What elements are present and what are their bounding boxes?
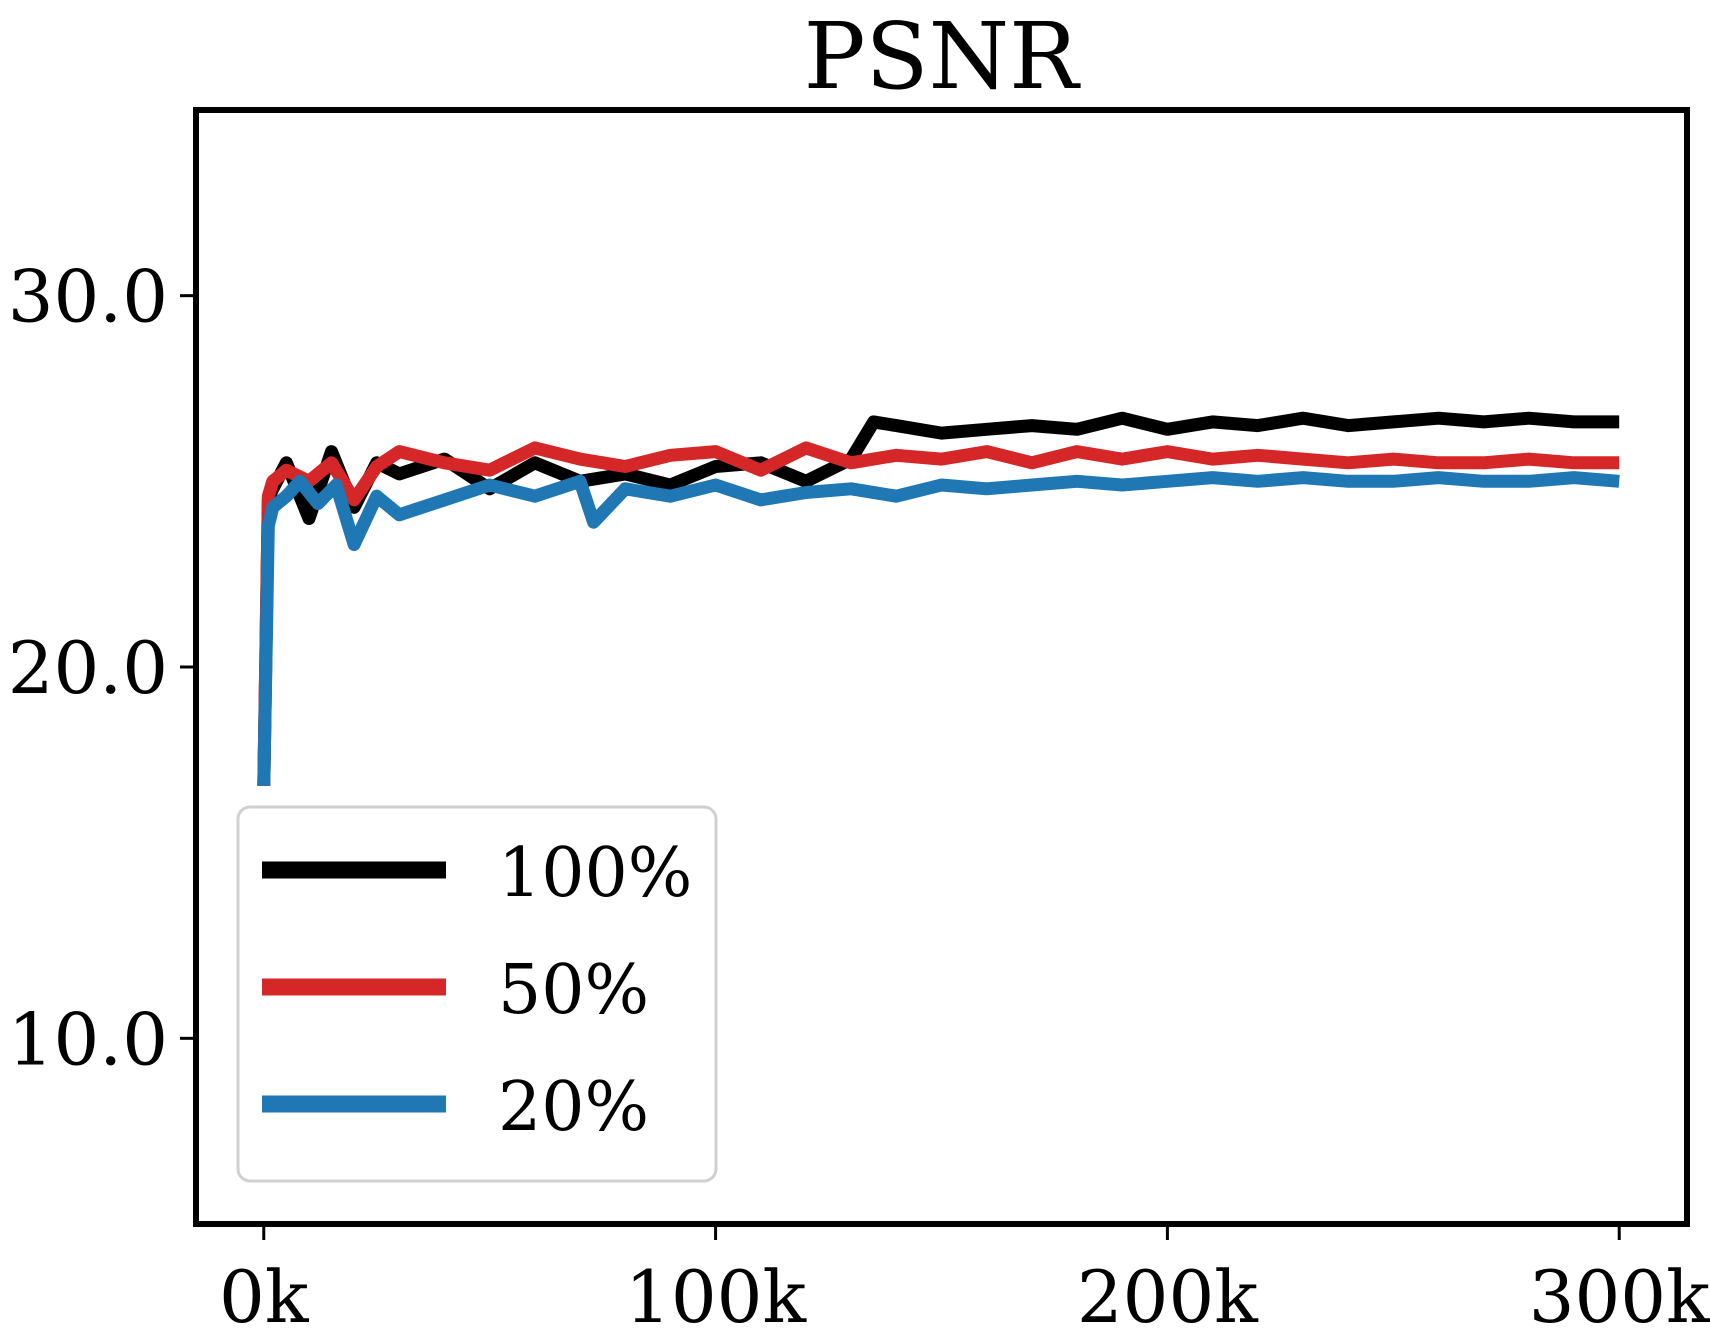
legend-box <box>236 805 718 1183</box>
x-tick-label: 100k <box>625 1255 807 1339</box>
plot-frame <box>193 107 1690 1227</box>
y-tick-label: 20.0 <box>8 626 168 710</box>
x-tick-label: 0k <box>219 1255 310 1339</box>
legend-label: 20% <box>498 1068 649 1147</box>
legend-label: 50% <box>498 951 649 1030</box>
series-layer <box>257 411 1620 786</box>
chart-title: PSNR <box>804 3 1081 110</box>
series-line-2 <box>257 441 1620 786</box>
x-tick-label: 300k <box>1529 1255 1710 1339</box>
legend: 100% 50% 20% <box>236 805 718 1183</box>
axis-ticks: 0k 100k 200k 300k 10.0 20.0 30.0 <box>8 255 1710 1339</box>
y-tick-label: 10.0 <box>8 997 168 1081</box>
y-tick-label: 30.0 <box>8 255 168 339</box>
legend-label: 100% <box>498 834 692 913</box>
x-tick-label: 200k <box>1077 1255 1259 1339</box>
series-line-3 <box>257 471 1620 786</box>
